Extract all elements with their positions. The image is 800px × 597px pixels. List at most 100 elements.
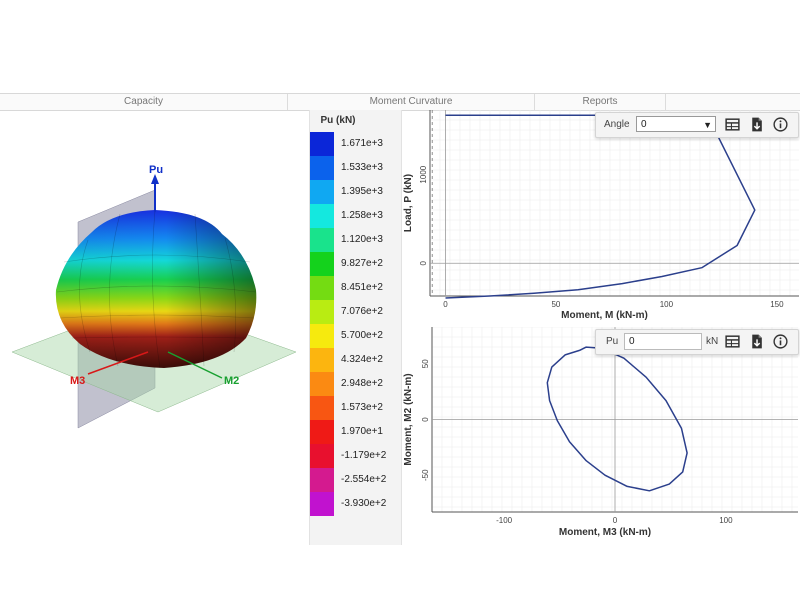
legend-value: 5.700e+2 bbox=[341, 330, 383, 341]
tab-bar: Capacity Moment Curvature Reports bbox=[0, 93, 800, 111]
tab-moment-curvature[interactable]: Moment Curvature bbox=[369, 96, 453, 107]
angle-label: Angle bbox=[604, 119, 630, 130]
grid bbox=[429, 109, 799, 296]
tab-capacity[interactable]: Capacity bbox=[124, 96, 163, 107]
pu-axis-label: Pu bbox=[149, 164, 163, 176]
file-export-icon[interactable] bbox=[748, 333, 765, 350]
legend-value: 7.076e+2 bbox=[341, 306, 383, 317]
y-tick-label: -50 bbox=[421, 469, 430, 481]
legend-swatch bbox=[310, 324, 334, 348]
legend-value: 9.827e+2 bbox=[341, 258, 383, 269]
legend-value: 1.573e+2 bbox=[341, 402, 383, 413]
pu-axis-arrow bbox=[151, 174, 159, 184]
tab-separator bbox=[287, 94, 288, 110]
legend-item: -1.179e+2 bbox=[310, 444, 401, 468]
legend-item: -3.930e+2 bbox=[310, 492, 401, 516]
table-icon[interactable] bbox=[724, 116, 741, 133]
legend-item: 1.671e+3 bbox=[310, 132, 401, 156]
legend-swatch bbox=[310, 204, 334, 228]
legend-item: 1.573e+2 bbox=[310, 396, 401, 420]
legend-item: 1.120e+3 bbox=[310, 228, 401, 252]
x-tick-label: 0 bbox=[613, 516, 618, 525]
m2-axis-line bbox=[167, 351, 223, 379]
legend-value: 1.395e+3 bbox=[341, 186, 383, 197]
color-legend: Pu (kN) 1.671e+3 1.533e+3 1.395e+3 1.258e+3… bbox=[309, 110, 402, 545]
pu-label: Pu bbox=[606, 336, 619, 347]
legend-swatch bbox=[310, 444, 334, 468]
table-icon[interactable] bbox=[724, 333, 741, 350]
y-tick-label: 50 bbox=[421, 359, 430, 368]
legend-value: -1.179e+2 bbox=[341, 450, 387, 461]
legend-item: 1.258e+3 bbox=[310, 204, 401, 228]
legend-item: -2.554e+2 bbox=[310, 468, 401, 492]
mm-chart-svg: -100 0 100 -50 0 50 Moment, M3 (kN-m) Moment, M… bbox=[403, 326, 798, 538]
x-tick-label: -100 bbox=[496, 516, 513, 525]
legend-swatch bbox=[310, 132, 334, 156]
legend-swatch bbox=[310, 276, 334, 300]
legend-value: 8.451e+2 bbox=[341, 282, 383, 293]
x-tick-label: 0 bbox=[443, 300, 448, 309]
x-tick-label: 100 bbox=[660, 300, 674, 309]
x-tick-label: 150 bbox=[770, 300, 784, 309]
legend-item: 4.324e+2 bbox=[310, 348, 401, 372]
legend-value: 1.120e+3 bbox=[341, 234, 383, 245]
y-tick-label: 0 bbox=[421, 417, 430, 422]
legend-swatch bbox=[310, 180, 334, 204]
y-tick-label: 0 bbox=[419, 260, 428, 265]
surface-shading bbox=[55, 210, 257, 368]
legend-value: 4.324e+2 bbox=[341, 354, 383, 365]
x-axis-label: Moment, M3 (kN-m) bbox=[559, 527, 651, 538]
surface-mesh bbox=[56, 209, 257, 369]
m3-axis-line bbox=[87, 351, 149, 375]
tab-separator bbox=[665, 94, 666, 110]
mm-chart-toolbar: Pu 0 kN bbox=[595, 329, 799, 355]
legend-swatch bbox=[310, 300, 334, 324]
legend-item: 1.395e+3 bbox=[310, 180, 401, 204]
tab-separator bbox=[534, 94, 535, 110]
angle-value: 0 bbox=[641, 119, 647, 130]
legend-value: 1.671e+3 bbox=[341, 138, 383, 149]
legend-item: 9.827e+2 bbox=[310, 252, 401, 276]
pu-input[interactable]: 0 bbox=[624, 333, 702, 350]
pm-chart-toolbar: Angle 0 ▼ bbox=[595, 112, 799, 138]
legend-swatch bbox=[310, 396, 334, 420]
info-icon[interactable] bbox=[772, 116, 789, 133]
legend-item: 1.970e+1 bbox=[310, 420, 401, 444]
legend-value: -3.930e+2 bbox=[341, 498, 387, 509]
file-export-icon[interactable] bbox=[748, 116, 765, 133]
legend-title: Pu (kN) bbox=[320, 115, 356, 126]
y-axis-label: Load, P (kN) bbox=[403, 174, 414, 232]
angle-select[interactable]: 0 ▼ bbox=[636, 116, 716, 132]
y-axis-label: Moment, M2 (kN-m) bbox=[403, 373, 414, 465]
legend-value: 1.258e+3 bbox=[341, 210, 383, 221]
interaction-surface-3d-view[interactable]: Pu M3 M2 bbox=[0, 110, 308, 545]
m3-axis-label: M3 bbox=[70, 375, 85, 387]
legend-swatch bbox=[310, 420, 334, 444]
x-tick-label: 50 bbox=[551, 300, 560, 309]
legend-swatch bbox=[310, 348, 334, 372]
legend-swatch bbox=[310, 468, 334, 492]
pm-chart-svg: 0 50 100 150 0 1000 Moment, M (kN-m) Load, P (k… bbox=[403, 109, 799, 321]
legend-swatch bbox=[310, 372, 334, 396]
legend-item: 1.533e+3 bbox=[310, 156, 401, 180]
legend-item: 7.076e+2 bbox=[310, 300, 401, 324]
legend-value: 2.948e+2 bbox=[341, 378, 383, 389]
x-axis-label: Moment, M (kN-m) bbox=[561, 310, 648, 321]
info-icon[interactable] bbox=[772, 333, 789, 350]
legend-swatch bbox=[310, 228, 334, 252]
legend-value: -2.554e+2 bbox=[341, 474, 387, 485]
legend-swatch bbox=[310, 492, 334, 516]
legend-item: 2.948e+2 bbox=[310, 372, 401, 396]
legend-item: 8.451e+2 bbox=[310, 276, 401, 300]
legend-item: 5.700e+2 bbox=[310, 324, 401, 348]
legend-swatch bbox=[310, 156, 334, 180]
series-line bbox=[445, 114, 756, 299]
x-tick-label: 100 bbox=[719, 516, 733, 525]
tab-reports[interactable]: Reports bbox=[582, 96, 618, 107]
series-line bbox=[546, 346, 688, 492]
mm-interaction-chart[interactable]: -100 0 100 -50 0 50 Moment, M3 (kN-m) Moment, M… bbox=[401, 326, 800, 545]
chevron-down-icon: ▼ bbox=[703, 120, 712, 130]
pu-unit: kN bbox=[706, 336, 719, 347]
pm-interaction-chart[interactable]: 0 50 100 150 0 1000 Moment, M (kN-m) Load, P (k… bbox=[401, 109, 800, 323]
interaction-surface-canvas: Pu M3 M2 bbox=[11, 164, 297, 429]
